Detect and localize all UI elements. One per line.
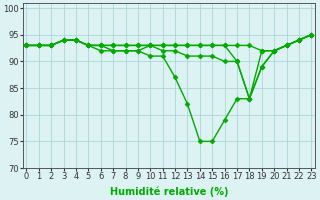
X-axis label: Humidité relative (%): Humidité relative (%) bbox=[110, 187, 228, 197]
